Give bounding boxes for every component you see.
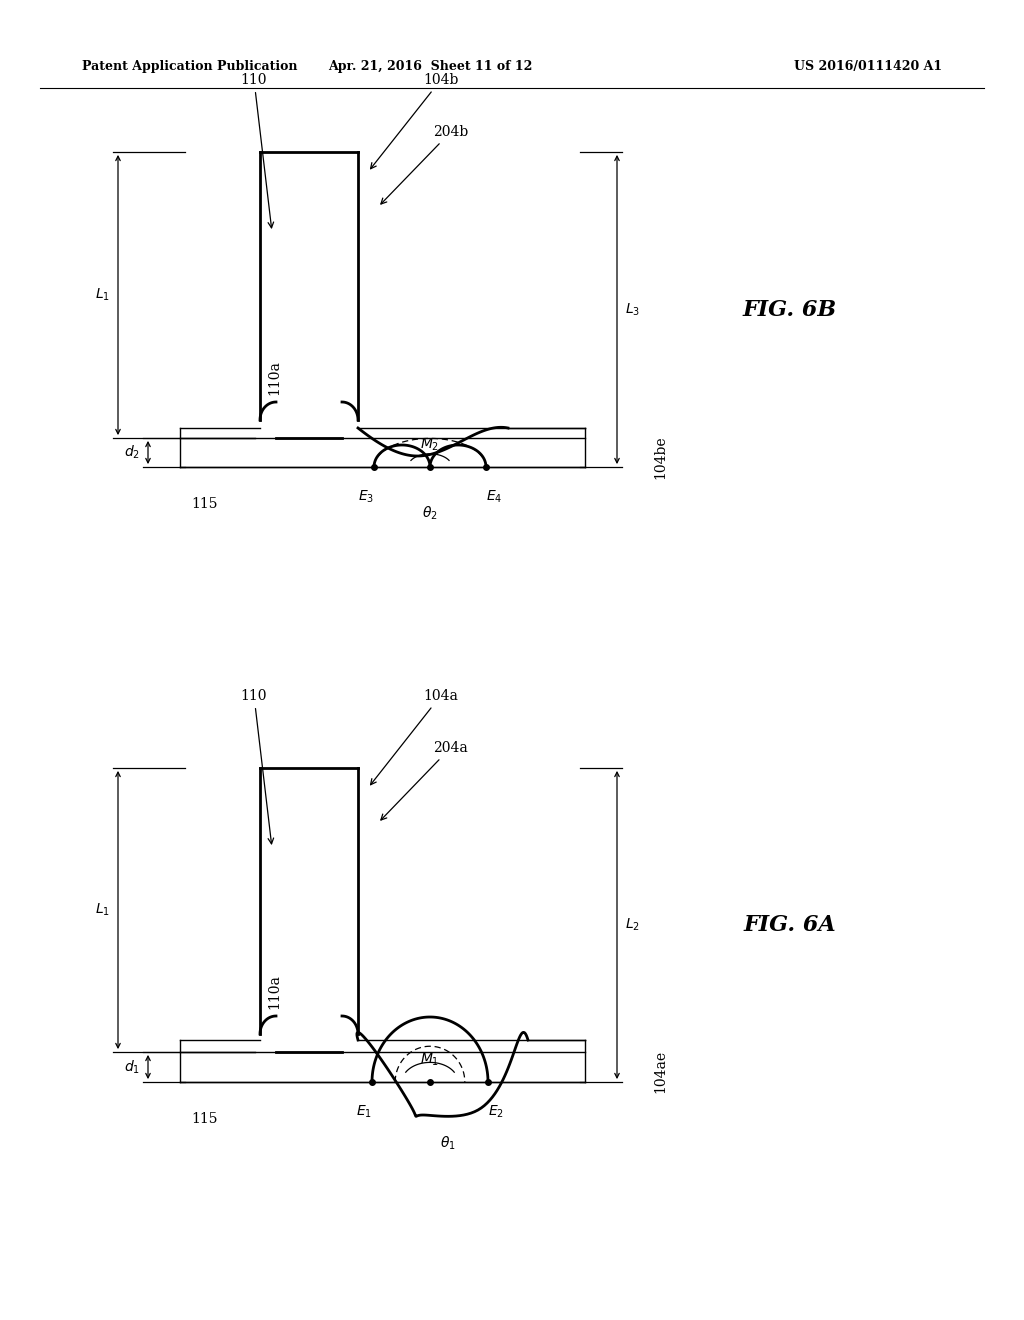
Text: $L_1$: $L_1$ <box>95 286 110 304</box>
Text: 104be: 104be <box>653 436 667 479</box>
Text: $E_4$: $E_4$ <box>485 488 502 506</box>
Text: 110a: 110a <box>267 974 281 1010</box>
Text: $\theta_1$: $\theta_1$ <box>440 1135 456 1152</box>
Text: FIG. 6A: FIG. 6A <box>743 913 837 936</box>
Text: $L_2$: $L_2$ <box>625 917 640 933</box>
Text: $L_1$: $L_1$ <box>95 902 110 919</box>
Text: Apr. 21, 2016  Sheet 11 of 12: Apr. 21, 2016 Sheet 11 of 12 <box>328 59 532 73</box>
Text: 104a: 104a <box>371 689 458 784</box>
Text: 104ae: 104ae <box>653 1049 667 1093</box>
Text: $d_2$: $d_2$ <box>124 444 140 461</box>
Text: 115: 115 <box>191 1111 218 1126</box>
Text: 204a: 204a <box>381 741 468 820</box>
Text: 110: 110 <box>241 689 273 843</box>
Text: $E_2$: $E_2$ <box>488 1104 504 1121</box>
Text: US 2016/0111420 A1: US 2016/0111420 A1 <box>794 59 942 73</box>
Text: $E_3$: $E_3$ <box>358 488 374 506</box>
Text: 110: 110 <box>241 73 273 228</box>
Text: $M_1$: $M_1$ <box>421 1052 439 1068</box>
Text: 110a: 110a <box>267 360 281 396</box>
Text: $M_2$: $M_2$ <box>421 437 439 453</box>
Text: Patent Application Publication: Patent Application Publication <box>82 59 298 73</box>
Text: 104b: 104b <box>371 73 459 169</box>
Text: 204b: 204b <box>381 125 468 205</box>
Text: $L_3$: $L_3$ <box>625 301 640 318</box>
Text: $\theta_2$: $\theta_2$ <box>422 506 438 523</box>
Text: $E_1$: $E_1$ <box>356 1104 372 1121</box>
Text: FIG. 6B: FIG. 6B <box>743 298 837 321</box>
Text: 115: 115 <box>191 498 218 511</box>
Text: $d_1$: $d_1$ <box>124 1059 140 1076</box>
